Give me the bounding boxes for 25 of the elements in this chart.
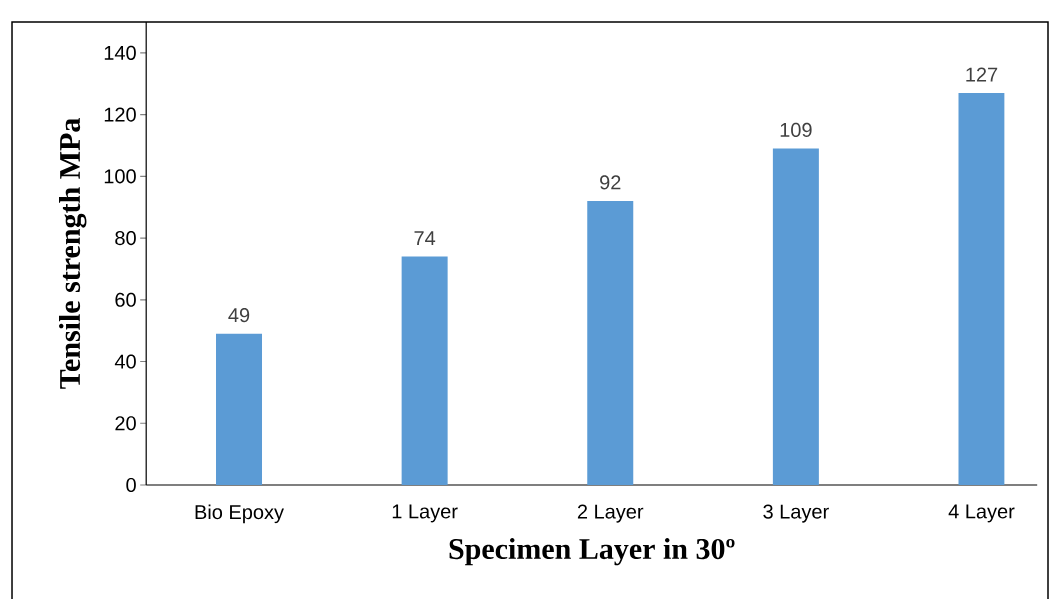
y-axis-title: Tensile strength MPa <box>59 118 87 389</box>
y-tick-label: 60 <box>115 292 136 307</box>
y-tick-label: 80 <box>115 230 136 246</box>
y-tick-label: 0 <box>126 477 136 493</box>
y-tick-label: 40 <box>114 354 136 369</box>
bar <box>958 92 1005 485</box>
y-tick-label: 120 <box>104 107 136 122</box>
y-tick-label: 20 <box>115 416 136 431</box>
x-axis-title: Specimen Layer in 30º <box>449 538 735 566</box>
x-tick-label: Bio Epoxy <box>195 504 284 524</box>
data-label: 109 <box>780 122 812 137</box>
x-tick-label: 4 Layer <box>948 504 1015 523</box>
data-label: 127 <box>966 67 998 82</box>
bar <box>216 333 263 485</box>
data-label: 74 <box>414 231 436 246</box>
data-label: 49 <box>228 308 250 323</box>
data-label: 92 <box>600 175 621 190</box>
bar <box>587 201 634 485</box>
bar <box>772 148 819 485</box>
x-tick-label: 1 Layer <box>392 504 458 523</box>
y-tick-label: 140 <box>104 45 136 60</box>
bar <box>401 256 448 485</box>
y-tick-label: 100 <box>104 169 136 184</box>
x-tick-label: 3 Layer <box>763 504 829 523</box>
x-tick-label: 2 Layer <box>577 504 644 523</box>
